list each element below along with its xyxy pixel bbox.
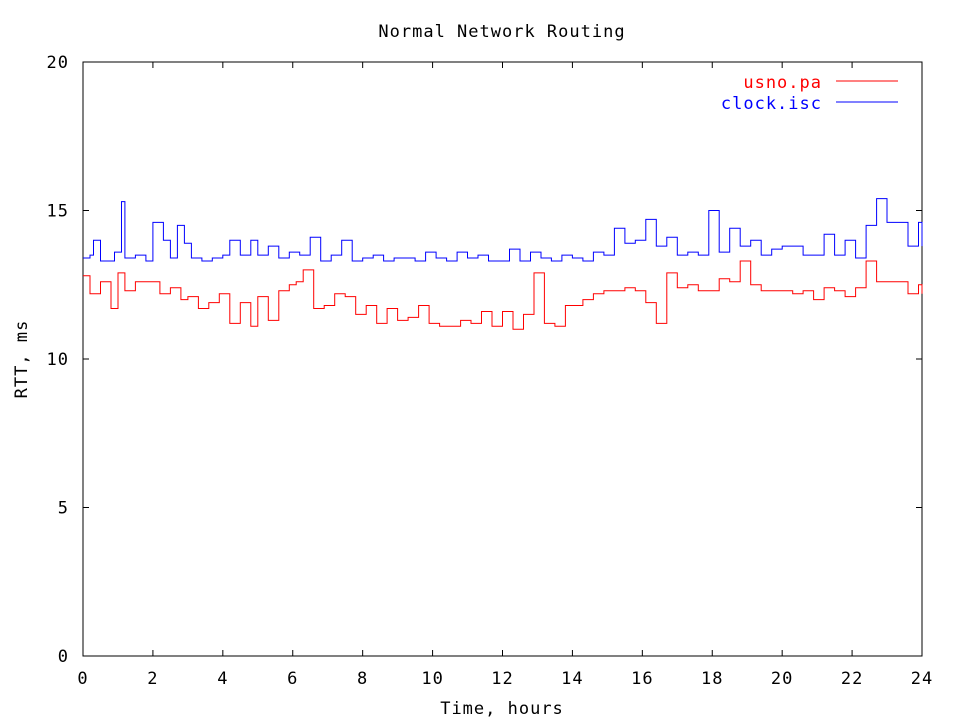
y-tick-label: 20 [47, 53, 69, 73]
series-layer [83, 198, 923, 330]
y-tick-label: 0 [58, 647, 69, 667]
y-tick-label: 10 [47, 350, 69, 370]
series-line-usno-pa [83, 260, 923, 330]
legend-entry-clock-isc: clock.isc [721, 94, 822, 114]
plot-frame [82, 61, 923, 657]
x-tick-label: 22 [841, 669, 863, 689]
y-axis: 0 5 10 15 20 [47, 53, 922, 667]
x-tick-label: 6 [287, 669, 298, 689]
legend-entry-usno-pa: usno.pa [743, 73, 822, 93]
x-tick-label: 8 [357, 669, 368, 689]
x-tick-label: 0 [77, 669, 88, 689]
y-axis-label: RTT, ms [12, 320, 32, 399]
legend: usno.pa clock.isc [721, 73, 898, 114]
x-tick-label: 20 [771, 669, 793, 689]
chart-title: Normal Network Routing [378, 22, 625, 42]
y-tick-label: 15 [47, 202, 69, 222]
x-tick-label: 14 [561, 669, 583, 689]
x-tick-label: 12 [491, 669, 513, 689]
series-line-clock-isc [83, 198, 923, 262]
y-tick-label: 5 [58, 499, 69, 519]
x-tick-label: 18 [701, 669, 723, 689]
x-axis: 0 2 4 6 8 10 12 14 16 18 20 22 24 [77, 62, 933, 689]
x-tick-label: 16 [631, 669, 653, 689]
x-tick-label: 24 [911, 669, 933, 689]
x-axis-label: Time, hours [440, 699, 564, 719]
x-tick-label: 2 [147, 669, 158, 689]
x-tick-label: 10 [421, 669, 443, 689]
x-tick-label: 4 [217, 669, 228, 689]
